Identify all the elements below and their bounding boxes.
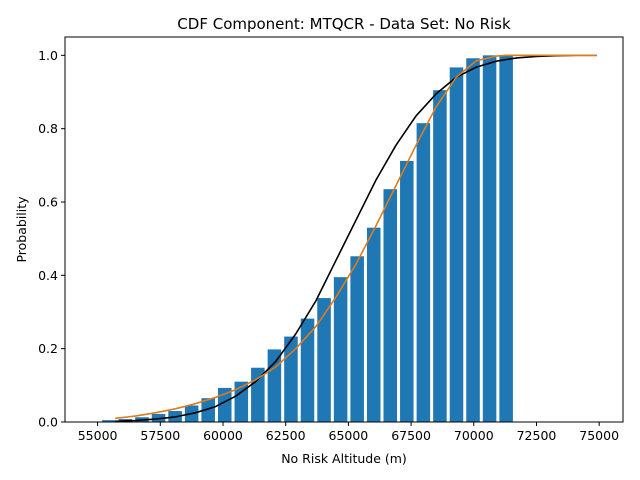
y-tick-label: 0.0 <box>38 415 58 430</box>
bar <box>366 227 381 422</box>
x-tick-label: 72500 <box>517 428 557 443</box>
x-axis-label: No Risk Altitude (m) <box>281 451 407 466</box>
x-tick-label: 60000 <box>203 428 243 443</box>
y-tick-label: 1.0 <box>38 48 58 63</box>
x-tick-label: 65000 <box>329 428 369 443</box>
bar <box>466 58 480 423</box>
bar <box>333 277 348 422</box>
bar <box>317 298 331 422</box>
bar <box>433 90 447 423</box>
bar <box>201 398 215 422</box>
x-tick-label: 75000 <box>579 428 619 443</box>
bar <box>284 336 298 422</box>
plot-frame <box>64 36 624 423</box>
bar <box>300 318 315 422</box>
x-tick-label: 70000 <box>454 428 494 443</box>
y-axis-ticks: 0.0 0.2 0.4 0.6 0.8 1.0 <box>38 48 65 430</box>
x-tick-label: 57500 <box>140 428 180 443</box>
bar <box>482 55 497 422</box>
bar <box>350 256 364 422</box>
x-tick-label: 67500 <box>391 428 431 443</box>
bar <box>102 420 116 422</box>
x-tick-label: 62500 <box>266 428 306 443</box>
x-axis-ticks: 55000 57500 60000 62500 65000 67500 70000 72500… <box>78 422 619 443</box>
bar <box>267 349 282 422</box>
cdf-line-1 <box>115 54 597 423</box>
y-tick-label: 0.4 <box>38 268 58 283</box>
bar <box>400 160 414 422</box>
bar <box>217 387 232 422</box>
bar <box>499 55 513 422</box>
bar <box>449 67 464 422</box>
y-tick-label: 0.8 <box>38 121 58 136</box>
y-axis-label: Probability <box>14 196 29 263</box>
bar <box>383 189 398 422</box>
bars-group <box>102 55 513 423</box>
x-tick-label: 55000 <box>78 428 118 443</box>
bar <box>234 381 249 422</box>
chart-title: CDF Component: MTQCR - Data Set: No Risk <box>177 15 511 33</box>
y-tick-label: 0.6 <box>38 195 58 210</box>
y-tick-label: 0.2 <box>38 341 58 356</box>
bar <box>416 123 431 423</box>
bar <box>251 367 265 422</box>
lines-group <box>115 54 597 423</box>
cdf-line-2 <box>115 54 597 420</box>
